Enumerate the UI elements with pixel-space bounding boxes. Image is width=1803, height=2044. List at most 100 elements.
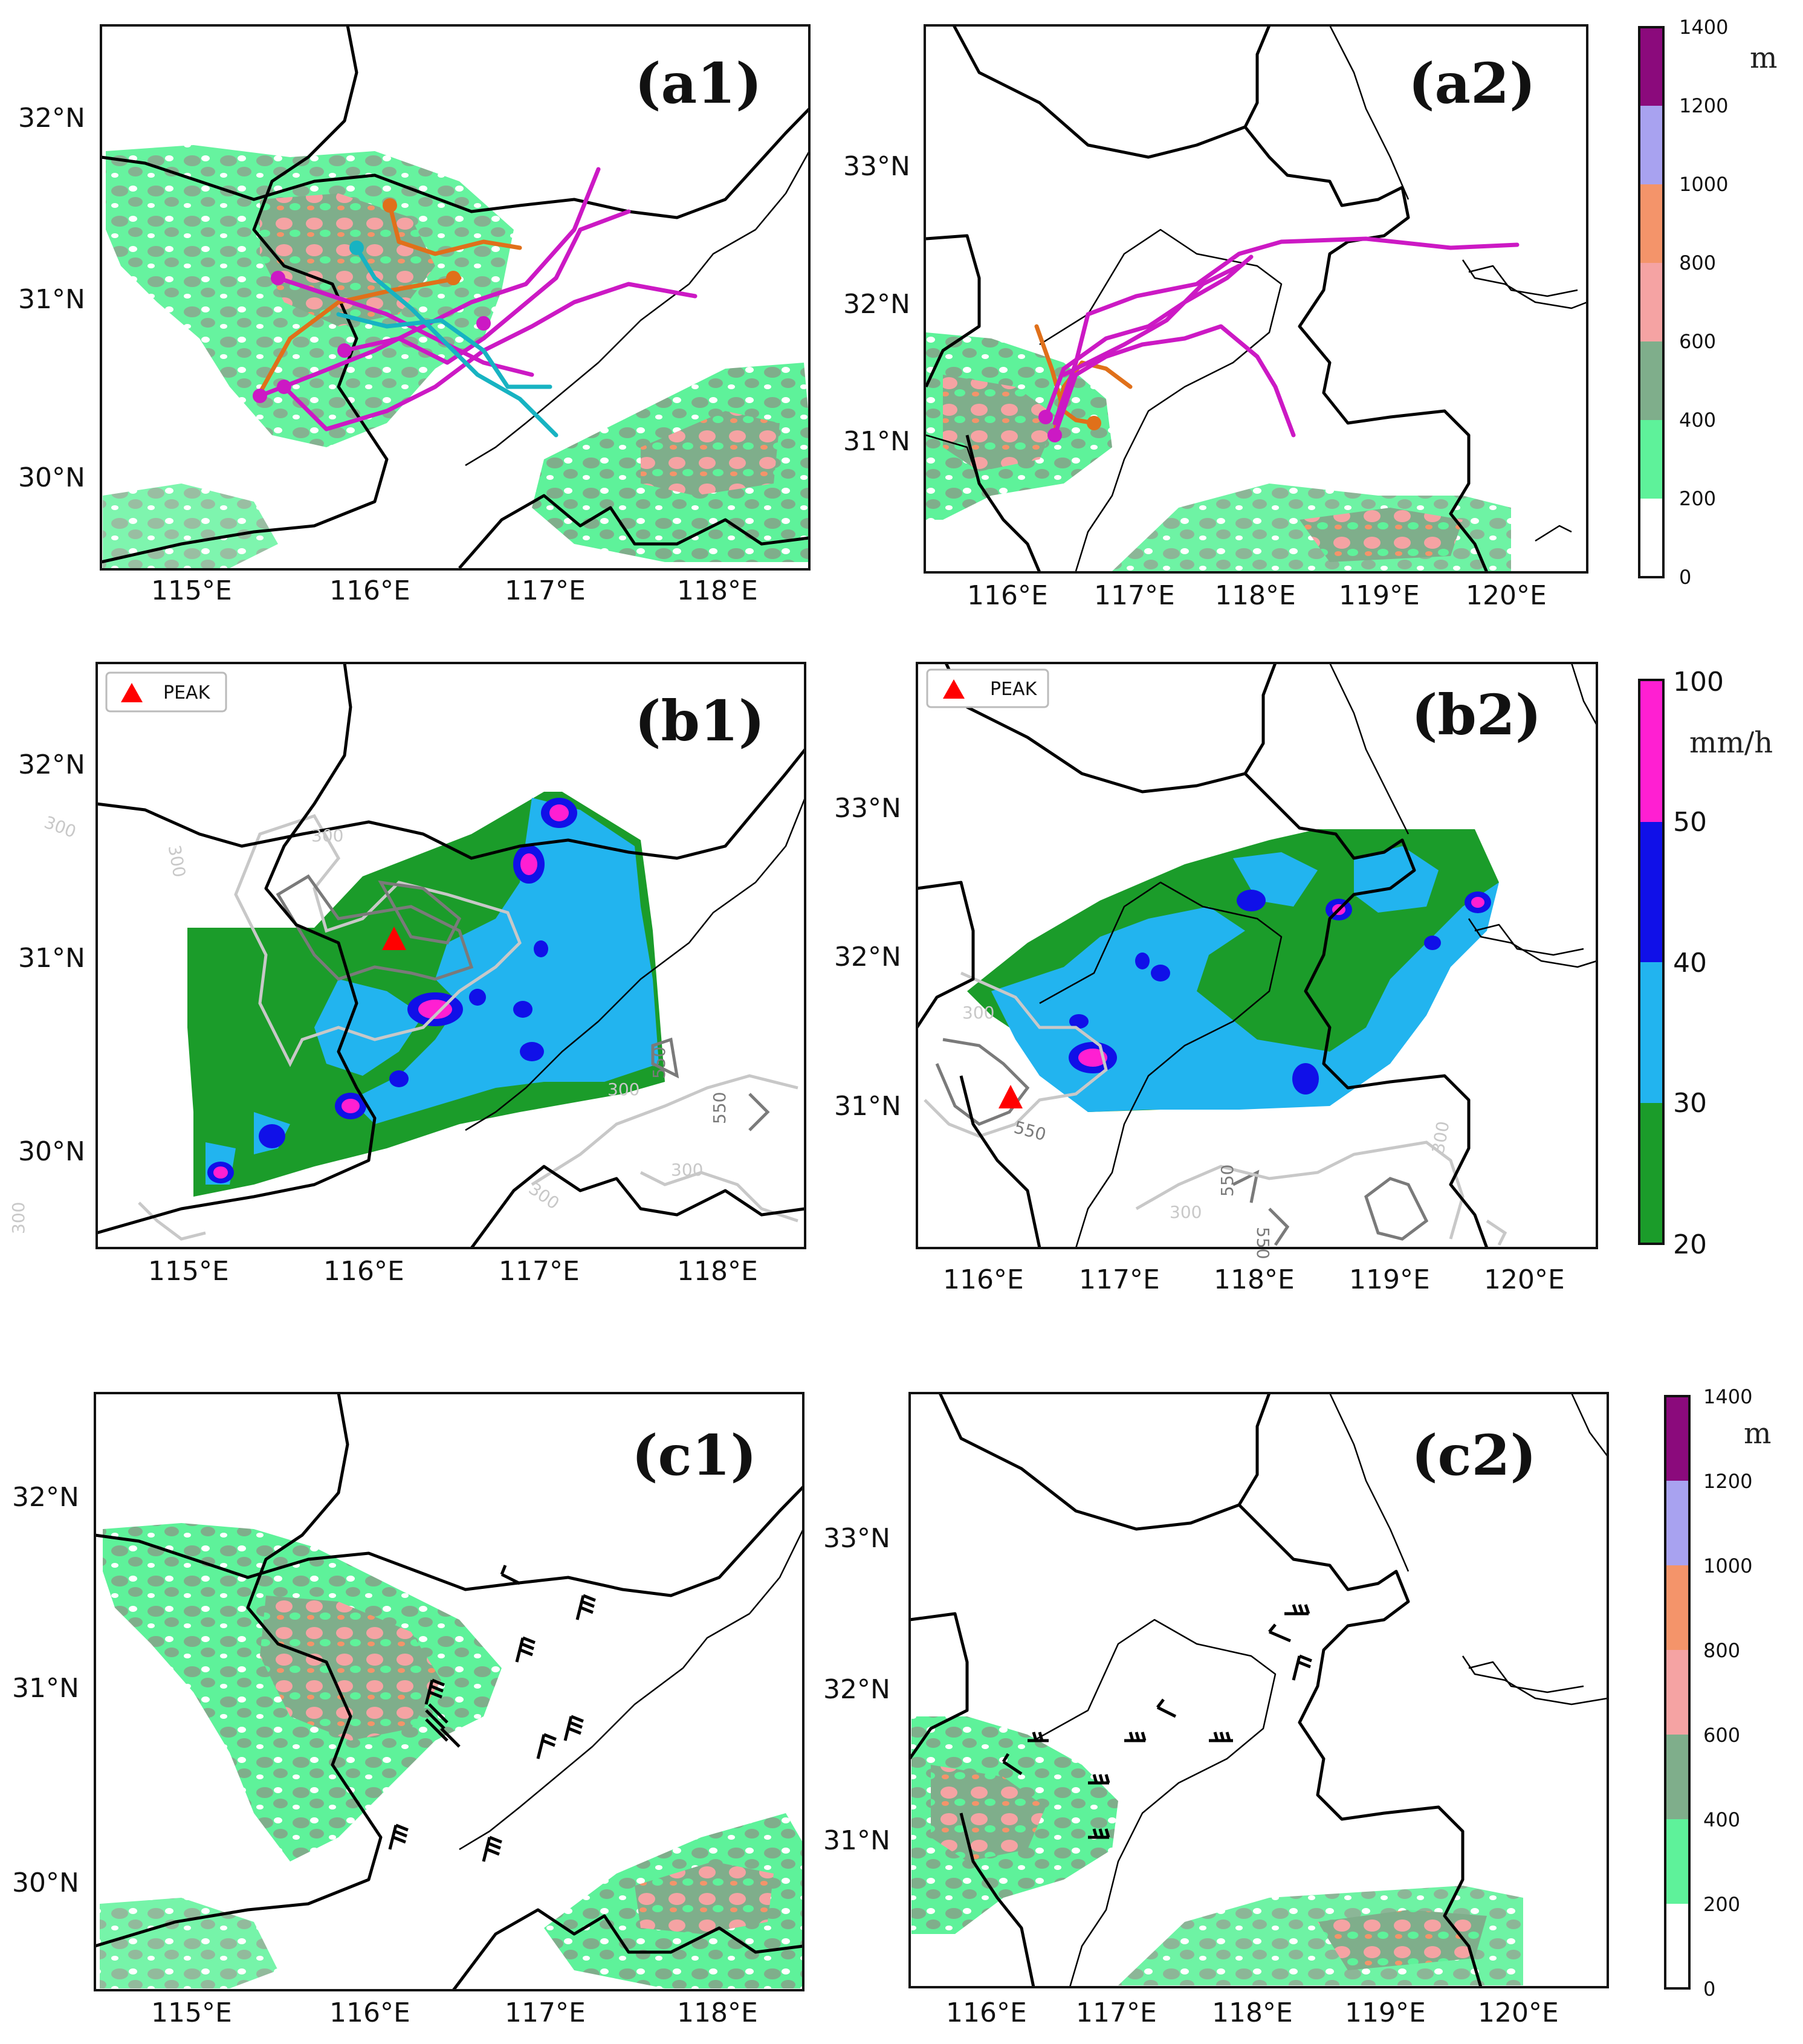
wind-barb-icon — [388, 1823, 409, 1850]
coast-river — [1329, 25, 1410, 200]
cb-unit: m — [1744, 1417, 1772, 1451]
colorbar-terrain-bottom: 1400 1200 1000 800 600 400 200 0 m — [1664, 1385, 1772, 2000]
coast-river — [1329, 662, 1410, 835]
coast-river — [1033, 1619, 1277, 1988]
terrain-region — [103, 484, 278, 568]
cb-tick: 30 — [1673, 1088, 1707, 1119]
panel-label: (a2) — [1408, 51, 1536, 116]
cb-unit: mm/h — [1689, 726, 1773, 760]
lon-tick: 117°E — [1076, 1997, 1157, 2028]
panel-b1: PEAK (b1) 300 300 300 550 550 300 300 30… — [8, 662, 806, 1287]
wind-barb-icon — [500, 1565, 521, 1585]
wind-barb-icon — [1156, 1698, 1177, 1718]
province-border — [908, 1612, 969, 1760]
terrain-high-region — [641, 411, 780, 496]
colorbar-frame — [1638, 26, 1665, 578]
cb-segment — [1639, 1103, 1663, 1244]
cb-segment — [1639, 822, 1663, 962]
precip-30-40 — [1354, 846, 1439, 913]
terrain-high-region — [260, 1596, 441, 1741]
lat-tick: 31°N — [18, 284, 85, 315]
cb-segment — [1639, 962, 1663, 1103]
wind-barb-icon — [1088, 1774, 1110, 1785]
cb-tick: 0 — [1703, 1978, 1715, 2000]
lat-tick: 31°N — [18, 943, 85, 974]
cb-segment — [1639, 106, 1663, 184]
coast-river — [1461, 1655, 1608, 1706]
precip-40-50 — [1424, 936, 1441, 950]
track-cyan — [354, 245, 558, 438]
wind-barb-icon — [1268, 1623, 1291, 1643]
contour-550 — [1232, 1169, 1260, 1203]
wind-barb-icon — [536, 1733, 557, 1759]
coast-river — [1461, 259, 1588, 309]
contour-label: 300 — [671, 1160, 703, 1180]
track-start-marker — [476, 316, 491, 331]
wind-barb-icon — [1124, 1732, 1147, 1742]
wind-barb-icon — [575, 1594, 596, 1620]
contour-300 — [234, 813, 522, 1067]
precip-40-50 — [1069, 1014, 1089, 1029]
cb-tick: 50 — [1673, 807, 1707, 838]
contour-550 — [651, 1037, 679, 1079]
lat-tick: 32°N — [12, 1482, 79, 1513]
lon-tick: 118°E — [1212, 1997, 1293, 2028]
map-frame — [908, 1392, 1609, 1988]
contour-label: 300 — [962, 1003, 994, 1023]
lat-tick: 32°N — [18, 749, 85, 780]
cb-tick: 0 — [1679, 566, 1691, 589]
lon-tick: 119°E — [1345, 1997, 1426, 2028]
precip-40-50 — [513, 1001, 532, 1018]
lon-tick: 119°E — [1339, 580, 1420, 611]
precip-50-100 — [342, 1099, 360, 1113]
contour-300 — [1135, 1140, 1465, 1240]
cb-tick: 200 — [1679, 487, 1716, 510]
lon-tick: 116°E — [967, 580, 1048, 611]
province-border — [458, 494, 810, 569]
cb-segment — [1665, 1819, 1689, 1904]
lat-tick: 30°N — [12, 1868, 79, 1898]
province-border — [100, 108, 811, 219]
peak-marker-icon — [999, 1085, 1023, 1108]
province-border — [952, 24, 1271, 159]
track-start-marker — [1087, 416, 1101, 430]
lon-tick: 118°E — [677, 1997, 758, 2028]
track-magenta — [1052, 236, 1520, 425]
cb-tick: 1400 — [1703, 1385, 1752, 1408]
cb-segment — [1665, 1481, 1689, 1565]
track-cyan — [336, 312, 552, 389]
lat-tick: 31°N — [12, 1673, 79, 1704]
peak-legend-icon — [121, 683, 143, 702]
coast-river — [1039, 881, 1283, 1249]
lat-tick: 32°N — [18, 103, 85, 134]
province-border — [452, 1908, 804, 1991]
cb-segment — [1665, 1904, 1689, 1988]
precip-30-40 — [314, 979, 423, 1076]
coast-river — [459, 1528, 804, 1851]
track-start-marker — [337, 343, 352, 358]
precip-cells — [207, 798, 577, 1183]
coast-river — [925, 434, 980, 484]
contour-label: 300 — [311, 826, 343, 846]
precip-50-100 — [213, 1166, 228, 1179]
cb-segment — [1639, 341, 1663, 420]
precip-40-50 — [469, 989, 486, 1006]
wind-barb-icon — [563, 1715, 584, 1741]
wind-barb-icon — [1292, 1654, 1312, 1681]
contour-550 — [378, 880, 462, 945]
contour-label: 300 — [1170, 1202, 1202, 1222]
lon-tick: 115°E — [148, 1256, 229, 1287]
province-border — [959, 1813, 1035, 1988]
track-magenta — [1052, 324, 1296, 438]
contour-550 — [1268, 1208, 1290, 1246]
lat-tick: 31°N — [843, 426, 910, 457]
colorbar-frame — [1664, 1395, 1691, 1990]
precip-40-50 — [1151, 965, 1170, 982]
cb-tick: 1000 — [1679, 173, 1728, 196]
wind-barb-icon — [482, 1835, 502, 1862]
map-frame — [916, 662, 1598, 1249]
contour-550 — [748, 1093, 770, 1131]
cb-tick: 800 — [1703, 1639, 1740, 1662]
province-border — [96, 662, 377, 1235]
